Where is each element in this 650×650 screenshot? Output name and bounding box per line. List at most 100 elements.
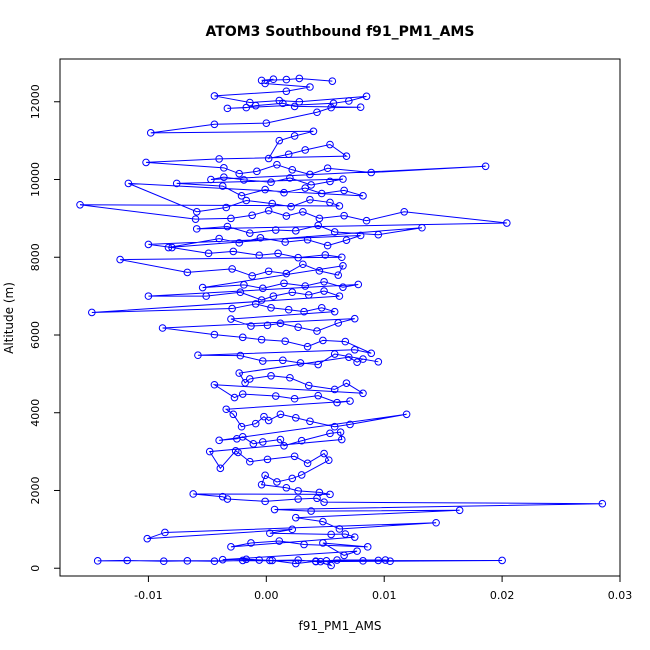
data-point <box>323 164 332 173</box>
data-point <box>146 129 155 137</box>
data-point <box>231 447 240 455</box>
data-point <box>303 235 312 244</box>
data-point <box>238 390 247 398</box>
data-point <box>267 303 275 312</box>
data-point <box>216 464 225 473</box>
data-point <box>303 342 312 351</box>
data-point <box>287 202 295 211</box>
data-point <box>282 75 291 84</box>
data-point <box>210 330 219 339</box>
data-point <box>242 555 251 564</box>
data-point <box>246 375 254 383</box>
data-point <box>263 321 272 330</box>
data-point <box>359 355 367 363</box>
data-point <box>400 207 409 216</box>
data-point <box>238 333 247 342</box>
data-point <box>238 556 247 565</box>
data-point <box>227 543 235 551</box>
data-point <box>198 283 207 292</box>
data-point <box>267 372 275 380</box>
data-point <box>172 179 181 188</box>
data-point <box>326 177 334 186</box>
data-point <box>229 410 238 419</box>
data-point <box>304 381 313 390</box>
data-point <box>342 236 351 244</box>
data-point <box>215 155 223 163</box>
data-point <box>222 405 231 414</box>
data-point <box>261 185 269 194</box>
data-point <box>304 291 313 299</box>
y-tick-label: 0 <box>29 565 42 572</box>
data-point <box>235 169 243 178</box>
data-point <box>116 255 124 264</box>
data-point <box>263 455 272 464</box>
data-point <box>237 192 246 200</box>
data-point <box>267 178 275 187</box>
data-point <box>262 119 271 127</box>
data-point <box>236 351 245 360</box>
data-point <box>326 429 334 438</box>
data-point <box>341 337 350 346</box>
data-point <box>339 283 347 291</box>
data-point <box>248 272 256 280</box>
data-point <box>282 483 291 492</box>
data-point <box>282 87 291 96</box>
data-point <box>275 96 284 105</box>
data-point <box>309 127 318 136</box>
data-point <box>294 253 302 262</box>
data-point <box>326 198 334 207</box>
data-point <box>240 176 248 184</box>
data-point <box>418 223 426 232</box>
data-point <box>359 192 367 200</box>
data-point <box>330 385 339 394</box>
series-line <box>79 77 603 567</box>
data-point <box>210 120 219 129</box>
data-point <box>367 168 376 177</box>
data-point <box>295 97 304 106</box>
data-point <box>346 420 354 429</box>
data-point <box>381 556 390 564</box>
data-point <box>374 230 383 239</box>
data-point <box>337 253 346 262</box>
data-point <box>281 238 289 246</box>
data-point <box>306 83 314 91</box>
x-tick-label: -0.01 <box>134 589 162 602</box>
y-tick-label: 8000 <box>29 243 42 271</box>
data-point <box>124 179 133 188</box>
data-point <box>315 267 324 275</box>
data-point <box>294 487 302 495</box>
data-point <box>323 241 332 250</box>
data-point <box>306 170 314 179</box>
data-point <box>319 539 327 547</box>
data-point <box>296 359 305 367</box>
data-point <box>220 173 228 181</box>
data-point <box>330 422 339 431</box>
data-point <box>230 393 239 402</box>
data-point <box>362 92 371 101</box>
data-point <box>275 136 284 145</box>
data-point <box>321 251 330 259</box>
data-point <box>291 413 300 422</box>
data-point <box>215 234 223 243</box>
data-point <box>242 196 251 205</box>
data-point <box>333 398 341 407</box>
data-point <box>234 448 242 457</box>
data-point <box>306 195 314 204</box>
data-point <box>192 207 201 216</box>
data-point <box>269 75 278 84</box>
data-point <box>258 438 267 446</box>
data-point <box>339 262 347 270</box>
data-point <box>346 397 354 405</box>
data-point <box>275 537 284 545</box>
data-point <box>328 77 337 85</box>
data-point <box>257 296 266 304</box>
data-point <box>256 234 265 242</box>
data-point <box>297 436 306 445</box>
data-point <box>307 507 315 515</box>
data-point <box>327 103 335 112</box>
data-point <box>359 389 367 398</box>
data-point <box>192 225 201 233</box>
data-point <box>320 277 328 286</box>
data-point <box>320 449 328 458</box>
data-point <box>258 284 267 293</box>
